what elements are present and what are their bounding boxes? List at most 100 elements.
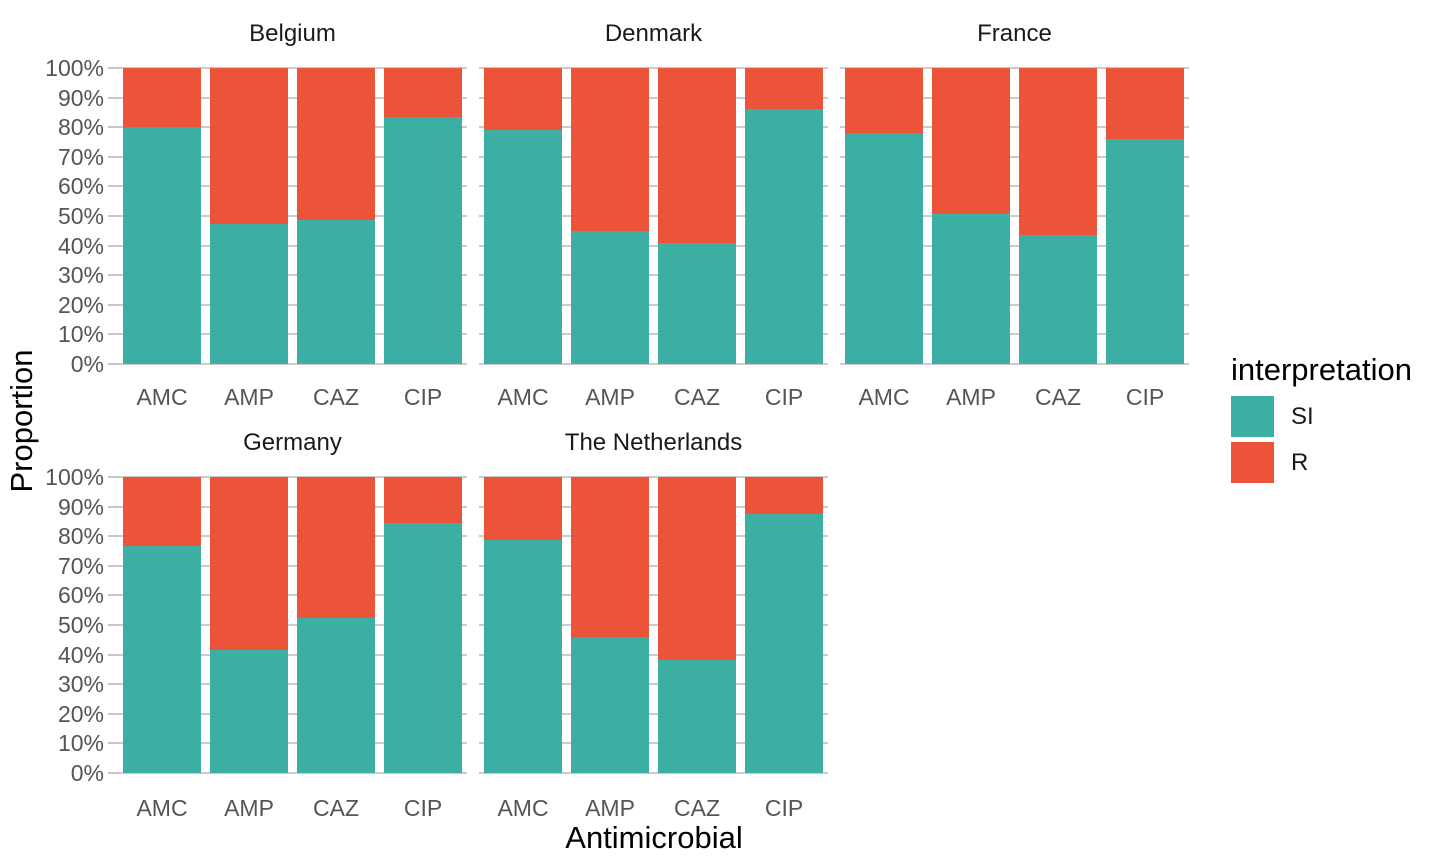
gridline	[118, 97, 467, 99]
gridline	[118, 274, 467, 276]
y-tick-label: 10%	[57, 730, 104, 756]
y-tick-label: 70%	[57, 144, 104, 170]
y-tick-mark	[108, 624, 118, 626]
bar-segment-si	[932, 213, 1010, 364]
bar-segment-si	[297, 219, 375, 364]
y-tick-label: 0%	[70, 351, 104, 377]
facet-title: Belgium	[249, 20, 336, 47]
x-tick-label: CIP	[764, 384, 804, 410]
facet-title: Germany	[243, 429, 342, 456]
y-tick-mark	[108, 215, 118, 217]
y-tick-label: 90%	[57, 494, 104, 520]
legend-label-r: R	[1291, 448, 1309, 476]
x-axis-title: Antimicrobial	[565, 820, 743, 855]
legend-key-r-swatch	[1231, 442, 1274, 483]
bar-segment-si	[484, 539, 562, 773]
y-tick-mark	[108, 67, 118, 69]
y-tick-label: 80%	[57, 114, 104, 140]
bar-segment-si	[384, 117, 462, 364]
x-tick-label: AMC	[497, 795, 549, 821]
stacked-bar	[571, 477, 649, 773]
y-tick-label: 20%	[57, 292, 104, 318]
stacked-bar	[484, 477, 562, 773]
bar-segment-si	[1019, 234, 1097, 364]
y-tick-label: 0%	[70, 760, 104, 786]
x-tick-label: CIP	[1125, 384, 1165, 410]
bar-segment-si	[123, 545, 201, 773]
y-tick-mark	[108, 156, 118, 158]
stacked-bar	[484, 68, 562, 364]
y-tick-mark	[108, 304, 118, 306]
gridline	[479, 185, 828, 187]
gridline	[118, 565, 467, 567]
y-tick-mark	[108, 476, 118, 478]
y-tick-label: 30%	[57, 262, 104, 288]
bar-segment-r	[384, 68, 462, 118]
gridline	[479, 713, 828, 715]
gridline	[118, 215, 467, 217]
bar-segment-r	[1019, 68, 1097, 235]
bar-segment-r	[210, 68, 288, 224]
gridline	[479, 565, 828, 567]
gridline	[840, 363, 1189, 365]
legend: interpretation SI R	[1231, 351, 1412, 488]
bar-segment-si	[658, 659, 736, 773]
facet-panel	[840, 67, 1189, 365]
y-tick-label: 100%	[45, 464, 104, 490]
bar-segment-si	[123, 127, 201, 364]
y-tick-label: 70%	[57, 553, 104, 579]
y-tick-mark	[108, 594, 118, 596]
gridline	[118, 363, 467, 365]
y-tick-label: 50%	[57, 612, 104, 638]
x-tick-label: AMP	[946, 384, 996, 410]
x-tick-label: AMP	[224, 795, 274, 821]
bar-segment-r	[384, 477, 462, 524]
stacked-bar	[745, 477, 823, 773]
bar-segment-r	[484, 477, 562, 540]
y-tick-label: 20%	[57, 701, 104, 727]
y-tick-mark	[108, 683, 118, 685]
gridline	[479, 126, 828, 128]
y-tick-mark	[108, 274, 118, 276]
gridline	[840, 215, 1189, 217]
bar-segment-si	[571, 231, 649, 364]
facet-title: France	[977, 20, 1052, 47]
legend-key-si-swatch	[1231, 396, 1274, 437]
y-tick-label: 60%	[57, 173, 104, 199]
bar-segment-si	[1106, 139, 1184, 364]
y-tick-label: 30%	[57, 671, 104, 697]
x-tick-label: AMC	[136, 795, 188, 821]
gridline	[118, 713, 467, 715]
gridline	[479, 156, 828, 158]
legend-title: interpretation	[1231, 352, 1412, 387]
x-tick-label: AMC	[858, 384, 910, 410]
gridline	[479, 683, 828, 685]
x-tick-label: AMP	[585, 384, 635, 410]
gridline	[840, 304, 1189, 306]
y-tick-mark	[108, 772, 118, 774]
stacked-bar	[123, 477, 201, 773]
gridline	[118, 624, 467, 626]
bar-segment-r	[1106, 68, 1184, 140]
y-tick-mark	[108, 742, 118, 744]
stacked-bar	[932, 68, 1010, 364]
y-tick-mark	[108, 245, 118, 247]
stacked-bar	[210, 68, 288, 364]
bar-segment-si	[384, 523, 462, 773]
stacked-bar	[297, 477, 375, 773]
gridline	[479, 304, 828, 306]
stacked-bar	[745, 68, 823, 364]
y-tick-label: 100%	[45, 55, 104, 81]
gridline	[118, 333, 467, 335]
bar-segment-r	[123, 68, 201, 128]
gridline	[479, 476, 828, 478]
x-tick-label: CAZ	[313, 384, 359, 410]
bar-segment-r	[484, 68, 562, 130]
legend-item-r: R	[1231, 442, 1412, 483]
gridline	[479, 535, 828, 537]
x-tick-label: AMP	[585, 795, 635, 821]
gridline	[479, 274, 828, 276]
gridline	[118, 126, 467, 128]
bar-segment-si	[745, 109, 823, 364]
